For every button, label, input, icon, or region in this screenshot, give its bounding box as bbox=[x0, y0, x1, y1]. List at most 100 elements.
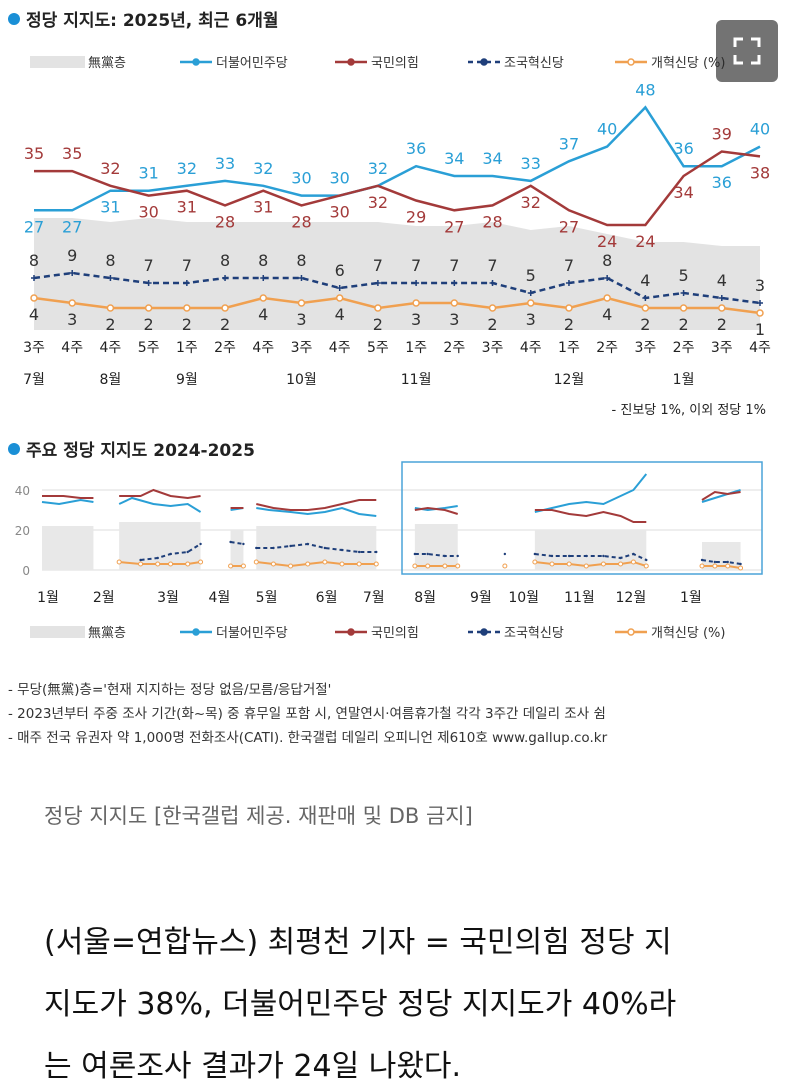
chart-2024-2025: 주요 정당 지지도 2024-2025 0 20 40 1월 2월 3월 4월 5월 6월 7월 8… bbox=[0, 430, 800, 670]
article-line: (서울=연합뉴스) 최평천 기자 = 국민의힘 정당 지 bbox=[44, 925, 672, 960]
data-point bbox=[632, 552, 635, 556]
data-label: 32 bbox=[177, 159, 197, 178]
data-point bbox=[356, 561, 362, 567]
data-point bbox=[757, 300, 763, 306]
data-label: 33 bbox=[215, 154, 235, 173]
data-point bbox=[260, 275, 267, 281]
data-point bbox=[641, 304, 650, 312]
data-point bbox=[533, 552, 537, 556]
data-label: 30 bbox=[330, 203, 350, 222]
data-label: 27 bbox=[559, 217, 579, 236]
data-point bbox=[31, 275, 37, 281]
footnotes: - 무당(無黨)층='현재 지지하는 정당 없음/모름/응답거절' - 2023… bbox=[8, 678, 798, 750]
data-point bbox=[289, 544, 292, 548]
data-point bbox=[374, 280, 381, 286]
data-label: 2 bbox=[144, 315, 154, 334]
data-point bbox=[270, 561, 276, 567]
x-tick-label: 3주 bbox=[482, 340, 504, 356]
data-point bbox=[630, 559, 636, 565]
legend-label: 無黨층 bbox=[88, 626, 126, 641]
data-point bbox=[413, 280, 420, 286]
x-tick-label: 1주 bbox=[405, 340, 427, 356]
legend-marker-2 bbox=[347, 58, 355, 66]
data-point bbox=[451, 280, 458, 286]
data-label: 32 bbox=[253, 159, 273, 178]
data-label: 2 bbox=[105, 315, 115, 334]
data-label: 38 bbox=[750, 163, 770, 182]
series-line-국민의힘 bbox=[414, 506, 459, 515]
data-label: 48 bbox=[635, 80, 655, 99]
data-point bbox=[139, 558, 142, 562]
data-point bbox=[242, 542, 245, 546]
image-caption: 정당 지지도 [한국갤럽 제공. 재판매 및 DB 금지] bbox=[44, 804, 473, 828]
data-point bbox=[442, 563, 448, 569]
month-label: 7월 bbox=[23, 372, 45, 388]
data-point bbox=[600, 561, 606, 567]
series-line-국민의힘 bbox=[256, 499, 377, 511]
title-bullet-icon bbox=[8, 12, 20, 25]
legend-label: 더불어민주당 bbox=[216, 56, 288, 71]
data-point bbox=[374, 304, 382, 312]
chart2-title: 주요 정당 지지도 2024-2025 bbox=[8, 436, 255, 461]
data-point bbox=[413, 552, 417, 556]
data-point bbox=[30, 294, 38, 302]
data-label: 31 bbox=[253, 198, 273, 217]
x-tick-label: 3주 bbox=[23, 340, 45, 356]
data-point bbox=[156, 556, 159, 560]
series-line-개혁신당 bbox=[33, 296, 761, 315]
series-line-더불어민주당 bbox=[34, 105, 761, 212]
data-point bbox=[169, 552, 172, 556]
data-point bbox=[618, 561, 624, 567]
data-label: 4 bbox=[258, 305, 268, 324]
data-point bbox=[526, 299, 535, 307]
x-tick-label: 5주 bbox=[138, 340, 160, 356]
data-label: 2 bbox=[220, 315, 230, 334]
data-point bbox=[712, 563, 718, 569]
series-line-조국혁신당 bbox=[256, 542, 377, 553]
data-label: 31 bbox=[100, 198, 120, 217]
data-point bbox=[145, 280, 152, 286]
month-label: 3월 bbox=[157, 590, 179, 606]
chart1-note: - 진보당 1%, 이외 정당 1% bbox=[612, 403, 766, 418]
data-label: 7 bbox=[411, 256, 421, 275]
data-point bbox=[138, 561, 144, 567]
series-line-국민의힘 bbox=[119, 488, 201, 500]
data-label: 3 bbox=[296, 310, 306, 329]
data-point bbox=[116, 559, 122, 565]
data-label: 2 bbox=[640, 315, 650, 334]
data-point bbox=[645, 558, 648, 562]
data-point bbox=[221, 304, 229, 312]
month-label: 4월 bbox=[209, 590, 231, 606]
x-tick-label: 3주 bbox=[634, 340, 656, 356]
data-label: 6 bbox=[335, 261, 345, 280]
expand-image-button[interactable] bbox=[716, 20, 778, 82]
data-label: 7 bbox=[373, 256, 383, 275]
area-nonpartisan bbox=[34, 218, 760, 330]
data-label: 28 bbox=[482, 212, 502, 231]
area-nonpartisan bbox=[414, 524, 458, 570]
x-tick-label: 4주 bbox=[520, 340, 542, 356]
data-point bbox=[726, 560, 729, 564]
data-label: 36 bbox=[712, 173, 732, 192]
data-label: 34 bbox=[482, 149, 502, 168]
data-label: 8 bbox=[105, 251, 115, 270]
data-point bbox=[412, 563, 418, 569]
legend-label: 더불어민주당 bbox=[216, 626, 288, 641]
data-label: 7 bbox=[449, 256, 459, 275]
data-label: 3 bbox=[449, 310, 459, 329]
data-point bbox=[144, 304, 153, 312]
legend-label: 無黨층 bbox=[88, 56, 126, 71]
data-label: 36 bbox=[406, 139, 426, 158]
data-point bbox=[272, 546, 275, 550]
data-point bbox=[643, 563, 649, 569]
data-point bbox=[297, 299, 306, 307]
data-label: 34 bbox=[444, 149, 464, 168]
month-label: 12월 bbox=[616, 590, 647, 606]
data-label: 3 bbox=[755, 276, 765, 295]
footnote: - 2023년부터 주중 조사 기간(화~목) 중 휴무일 포함 시, 연말연시… bbox=[8, 706, 606, 722]
data-point bbox=[107, 275, 114, 281]
data-label: 35 bbox=[62, 144, 82, 163]
series-line-더불어민주당 bbox=[41, 498, 94, 506]
series-line-더불어민주당 bbox=[118, 496, 202, 513]
data-point bbox=[240, 563, 246, 569]
